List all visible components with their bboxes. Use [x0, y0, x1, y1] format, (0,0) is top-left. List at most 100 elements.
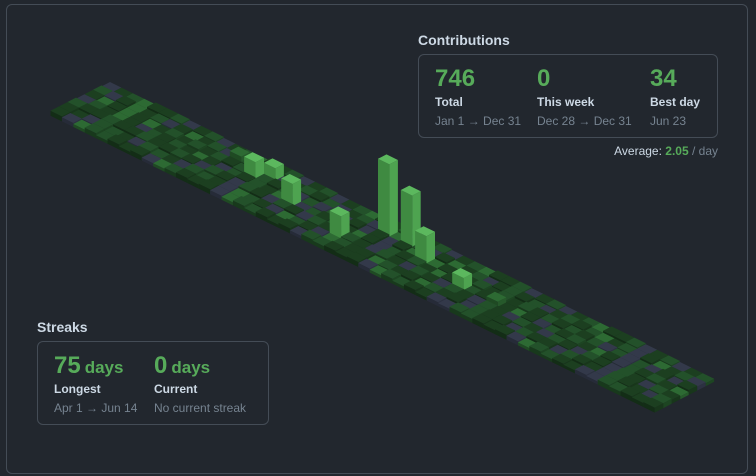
tile-top [361, 233, 381, 244]
tile-top [660, 389, 681, 400]
tile-top [611, 357, 632, 368]
tile-top [617, 376, 638, 387]
stat-label: Best day [650, 95, 701, 109]
tile-top [537, 337, 558, 348]
tile-front [107, 138, 119, 150]
tile-top [625, 337, 646, 348]
tile-top [489, 305, 510, 316]
tile-top [141, 153, 162, 164]
tile-top [626, 373, 646, 383]
tile-top [583, 327, 604, 338]
tile-top [523, 322, 544, 333]
tile-side [663, 398, 672, 409]
tile-side [680, 392, 689, 400]
tile-front [529, 346, 541, 357]
tile-front [495, 329, 507, 340]
streak-range: Apr 1 → Jun 14 [54, 401, 138, 415]
tile-front [400, 190, 413, 251]
tile-top [446, 292, 467, 303]
tile-side [426, 231, 435, 267]
tile-top [597, 375, 618, 386]
contributions-card: 746 Total Jan 1 → Dec 31 0 This week Dec… [418, 54, 718, 138]
tile-top [534, 328, 555, 339]
tile-front [267, 219, 279, 228]
tile-top [432, 277, 453, 288]
streak-value: 75 [54, 352, 81, 379]
tile-top [668, 386, 689, 397]
tile-front [198, 183, 211, 195]
tile-top [113, 120, 133, 130]
tile-top [517, 301, 538, 312]
tile-top [492, 314, 513, 325]
tile-top [292, 201, 313, 212]
tile-top [674, 371, 695, 381]
tile-top [346, 252, 367, 262]
tile-top [617, 343, 638, 353]
tile-top [93, 85, 113, 96]
tile-top [340, 199, 361, 210]
tile-top [141, 118, 162, 129]
tile-front [187, 179, 199, 189]
tile-top [238, 181, 259, 192]
tile-top [643, 397, 664, 408]
tile-top [249, 187, 270, 198]
tile-top [192, 125, 213, 136]
tile-top [580, 350, 601, 361]
tile-top [415, 226, 435, 237]
stat-value: 746 [435, 65, 476, 92]
tile-top [546, 299, 566, 310]
tile-top [358, 258, 379, 269]
streak: 75 days Longest Apr 1 → Jun 14 [54, 352, 137, 415]
tile-front [221, 196, 233, 206]
tile-top [115, 95, 136, 106]
tile-front [175, 172, 188, 183]
stat-range: Dec 28 → Dec 31 [537, 114, 632, 128]
tile-top [494, 290, 515, 301]
tile-top [614, 332, 635, 342]
tile-top [301, 229, 322, 240]
tile-top [532, 318, 552, 329]
tile-front [449, 306, 461, 318]
tile-top [170, 148, 190, 158]
tile-front [506, 335, 518, 346]
streak-value: 0 [154, 352, 168, 379]
tile-top [529, 341, 550, 352]
streak-unit: days [84, 358, 124, 377]
tile-top [552, 353, 572, 364]
tile-top [84, 89, 105, 100]
tile-top [594, 332, 615, 343]
tile-side [697, 382, 706, 391]
tile-top [597, 341, 618, 352]
tile-top [400, 185, 421, 196]
tile-front [278, 222, 290, 234]
tile-top [295, 176, 316, 187]
tile-top [133, 123, 153, 134]
tile-top [423, 282, 444, 293]
tile-top [557, 306, 578, 316]
tile-top [457, 265, 478, 276]
tile-top [571, 319, 592, 330]
tile-top [158, 108, 179, 118]
tile-top [181, 153, 202, 164]
tile-top [255, 207, 276, 218]
tile-front [483, 324, 496, 335]
tile-top [512, 317, 532, 327]
tile-top [500, 276, 521, 286]
tile-front [50, 110, 62, 122]
tile-top [84, 123, 105, 134]
streak-label: Longest [54, 382, 101, 396]
tile-top [503, 286, 524, 296]
tile-top [312, 201, 333, 212]
tile-top [306, 181, 327, 192]
streak-label: Current [154, 382, 198, 396]
tile-top [375, 248, 396, 259]
tile-top [529, 307, 549, 318]
streaks-title: Streaks [37, 319, 88, 335]
tile-top [486, 291, 507, 302]
tile-top [620, 386, 641, 397]
tile-top [372, 240, 393, 251]
tile-top [406, 255, 427, 266]
tile-front [426, 296, 439, 307]
stat-label: Total [435, 95, 463, 109]
tile-top [606, 370, 627, 381]
